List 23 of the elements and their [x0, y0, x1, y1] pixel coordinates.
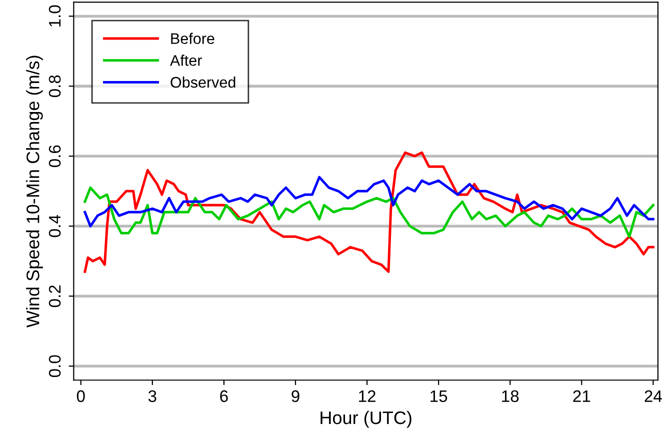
- x-tick-label: 18: [502, 390, 519, 402]
- y-tick-label: 0.6: [48, 145, 61, 168]
- x-tick-label: 24: [644, 390, 662, 402]
- line-series: [84, 151, 654, 273]
- y-tick-label: 0.8: [48, 75, 61, 98]
- x-tick-label: 3: [148, 390, 156, 402]
- x-tick-label: 21: [573, 390, 590, 402]
- y-tick-label: 0.4: [48, 215, 61, 238]
- legend-label: After: [170, 54, 202, 66]
- y-axis-title: Wind Speed 10-Min Change (m/s): [26, 56, 43, 328]
- line-series: [84, 176, 654, 228]
- x-tick-label: 15: [430, 390, 448, 402]
- y-tick-label: 1.0: [48, 5, 61, 27]
- legend-label: Observed: [170, 76, 236, 88]
- y-tick-label: 0.0: [48, 355, 61, 378]
- x-tick-label: 6: [220, 390, 228, 402]
- line-series: [84, 186, 654, 238]
- x-tick-label: 9: [292, 390, 300, 402]
- legend-label: Before: [171, 32, 214, 44]
- x-tick-label: 0: [76, 390, 85, 402]
- y-tick-label: 0.2: [48, 285, 61, 308]
- x-axis-title: Hour (UTC): [320, 410, 412, 428]
- x-tick-label: 12: [359, 390, 376, 402]
